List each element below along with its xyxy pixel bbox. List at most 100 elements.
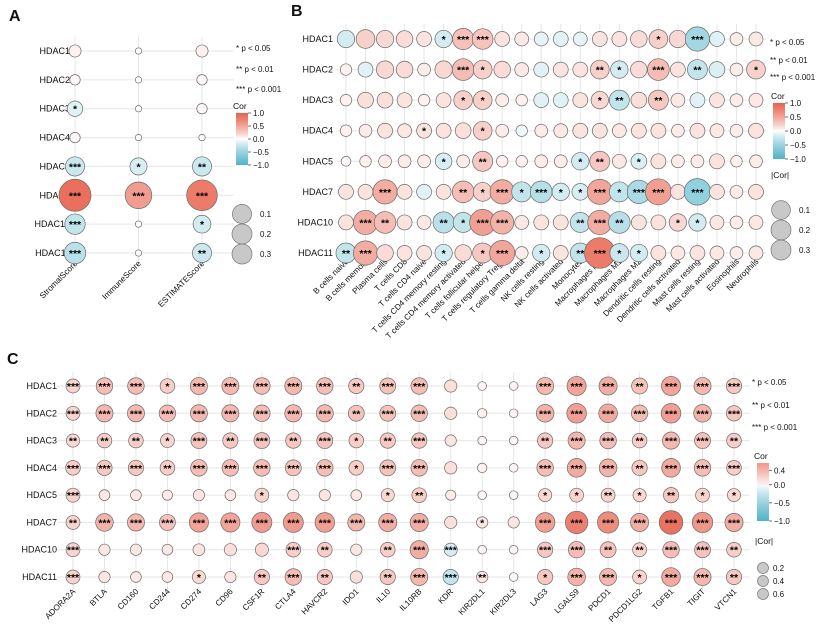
bubble[interactable] [709, 31, 725, 47]
bubble[interactable] [536, 459, 554, 477]
bubble[interactable] [69, 132, 81, 144]
bubble[interactable] [336, 29, 356, 49]
bubble[interactable] [348, 432, 364, 449]
bubble[interactable] [220, 512, 241, 533]
bubble[interactable] [571, 152, 590, 171]
bubble[interactable] [534, 154, 548, 169]
bubble[interactable] [379, 404, 397, 422]
bubble[interactable] [611, 31, 628, 47]
bubble[interactable] [748, 245, 764, 261]
bubble[interactable] [472, 90, 493, 110]
bubble[interactable] [670, 245, 686, 261]
bubble[interactable] [551, 182, 570, 201]
bubble[interactable] [650, 245, 667, 261]
bubble[interactable] [417, 62, 431, 77]
bubble[interactable] [348, 460, 364, 476]
bubble[interactable] [691, 511, 714, 534]
bubble[interactable] [496, 155, 509, 168]
bubble[interactable] [693, 459, 712, 477]
bubble[interactable] [65, 378, 81, 394]
bubble[interactable] [253, 432, 271, 449]
bubble[interactable] [189, 404, 208, 423]
bubble[interactable] [192, 543, 206, 556]
bubble[interactable] [538, 488, 553, 503]
bubble[interactable] [130, 489, 142, 501]
bubble[interactable] [397, 154, 412, 169]
bubble[interactable] [161, 571, 174, 583]
bubble[interactable] [552, 245, 569, 261]
bubble[interactable] [670, 184, 686, 200]
bubble[interactable] [552, 61, 569, 78]
bubble[interactable] [443, 542, 458, 557]
bubble[interactable] [553, 123, 569, 139]
bubble[interactable] [727, 488, 741, 503]
bubble[interactable] [670, 61, 686, 78]
bubble[interactable] [630, 404, 649, 422]
bubble[interactable] [339, 94, 353, 107]
bubble[interactable] [445, 489, 457, 501]
bubble[interactable] [508, 545, 519, 555]
bubble[interactable] [224, 489, 237, 501]
bubble[interactable] [671, 123, 685, 138]
bubble[interactable] [572, 122, 589, 139]
bubble[interactable] [161, 489, 173, 501]
bubble[interactable] [658, 510, 684, 535]
bubble[interactable] [610, 60, 629, 79]
bubble[interactable] [477, 408, 488, 419]
bubble[interactable] [748, 92, 764, 108]
bubble[interactable] [709, 184, 725, 200]
bubble[interactable] [339, 124, 353, 137]
bubble[interactable] [134, 249, 143, 257]
bubble[interactable] [65, 542, 81, 558]
bubble[interactable] [554, 154, 568, 169]
bubble[interactable] [410, 459, 428, 477]
bubble[interactable] [535, 404, 555, 423]
bubble[interactable] [417, 154, 431, 169]
bubble[interactable] [708, 61, 726, 78]
bubble[interactable] [160, 433, 175, 448]
bubble[interactable] [186, 179, 218, 211]
bubble[interactable] [444, 515, 458, 529]
bubble[interactable] [552, 92, 569, 108]
bubble[interactable] [347, 513, 366, 532]
bubble[interactable] [632, 569, 647, 585]
bubble[interactable] [134, 76, 143, 84]
bubble[interactable] [724, 512, 744, 532]
bubble[interactable] [397, 123, 412, 139]
bubble[interactable] [396, 214, 413, 231]
bubble[interactable] [98, 489, 111, 501]
bubble[interactable] [253, 377, 271, 395]
bubble[interactable] [98, 570, 111, 584]
bubble[interactable] [196, 103, 208, 115]
bubble[interactable] [631, 432, 648, 449]
bubble[interactable] [729, 62, 744, 77]
bubble[interactable] [159, 514, 176, 531]
bubble[interactable] [566, 458, 587, 478]
bubble[interactable] [748, 215, 764, 230]
bubble[interactable] [284, 377, 303, 395]
bubble[interactable] [632, 488, 647, 503]
bubble[interactable] [514, 31, 530, 47]
bubble[interactable] [434, 60, 453, 79]
bubble[interactable] [416, 184, 432, 200]
bubble[interactable] [377, 122, 393, 139]
bubble[interactable] [95, 377, 114, 395]
bubble[interactable] [444, 406, 458, 420]
bubble[interactable] [435, 122, 452, 139]
bubble[interactable] [508, 381, 519, 391]
bubble[interactable] [552, 31, 569, 47]
bubble[interactable] [134, 220, 143, 228]
bubble[interactable] [688, 213, 707, 232]
bubble[interactable] [375, 60, 395, 79]
bubble[interactable] [379, 432, 396, 449]
bubble[interactable] [709, 215, 725, 230]
bubble[interactable] [358, 123, 373, 138]
bubble[interactable] [195, 44, 209, 58]
bubble[interactable] [537, 568, 554, 586]
bubble[interactable] [477, 462, 488, 473]
bubble[interactable] [68, 44, 82, 58]
bubble[interactable] [598, 376, 618, 396]
bubble[interactable] [95, 404, 114, 423]
bubble[interactable] [359, 155, 372, 168]
bubble[interactable] [662, 431, 680, 450]
